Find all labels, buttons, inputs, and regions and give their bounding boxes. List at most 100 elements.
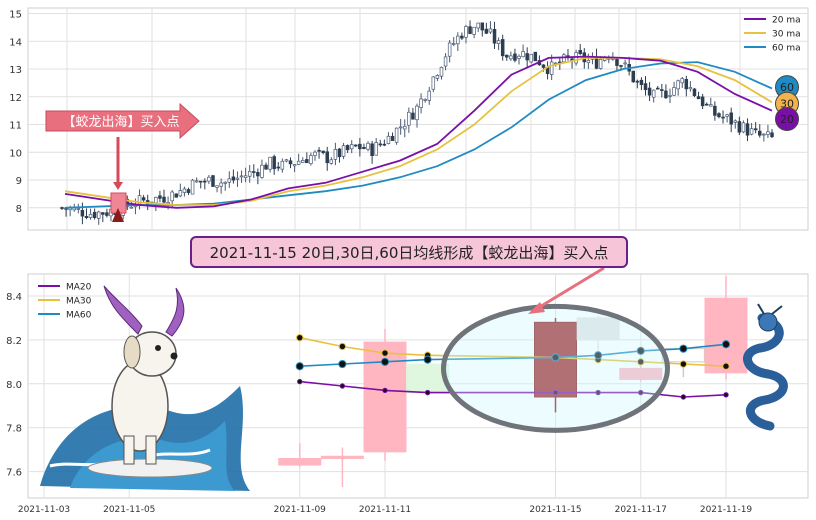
- top-candle-body: [211, 175, 215, 187]
- top-candle-body: [141, 197, 146, 201]
- dog-ear: [123, 335, 141, 369]
- highlight-ellipse: [441, 303, 670, 433]
- bottom-ma30-point: [722, 362, 730, 370]
- top-candle-body: [709, 104, 713, 107]
- top-candle-body: [84, 216, 89, 219]
- bottom-candle-body: [278, 457, 322, 466]
- top-candle-body: [341, 145, 346, 157]
- top-candle-body: [386, 135, 391, 144]
- bottom-zoom-panel: 2021-11-03 2021-11-05 2021-11-09 2021-11-11…: [6, 266, 809, 515]
- top-candle-body: [533, 51, 538, 62]
- bottom-ytick-label: 8.0: [6, 380, 22, 391]
- top-candle-body: [684, 79, 689, 90]
- top-candle-body: [758, 130, 762, 136]
- bottom-ma30-point: [296, 333, 304, 342]
- top-candle-body: [92, 211, 97, 218]
- bottom-ma20-point: [680, 394, 687, 400]
- top-candle-body: [525, 53, 529, 61]
- bottom-ma60-point: [594, 351, 603, 360]
- top-candle-body: [215, 185, 219, 188]
- top-candle-body: [725, 114, 729, 117]
- top-candle-body: [194, 180, 199, 183]
- buy-signal-callout: 2021-11-15 20日,30日,60日均线形成【蛟龙出海】买入点: [190, 236, 628, 268]
- top-candle-body: [688, 87, 693, 90]
- bottom-ma60-point: [380, 357, 390, 366]
- top-candle-body: [313, 151, 317, 156]
- top-candle-body: [639, 79, 644, 86]
- top-candle-body: [345, 145, 350, 151]
- top-candle-body: [333, 148, 338, 160]
- top-candle-body: [513, 53, 517, 61]
- bottom-ma20-point: [424, 389, 431, 396]
- top-candle-body: [374, 142, 378, 156]
- top-candle-body: [174, 193, 179, 198]
- top-candle-body: [256, 172, 260, 177]
- top-candle-body: [186, 189, 191, 193]
- bottom-ma60-point: [636, 346, 645, 355]
- top-candle-body: [288, 160, 293, 165]
- top-ma30-line: [64, 57, 773, 206]
- top-legend-label: 60 ma: [772, 44, 801, 54]
- ma-badge-label: 60: [780, 81, 794, 94]
- top-candle-body: [427, 90, 431, 101]
- dragon-head: [758, 312, 778, 332]
- top-candle-body: [615, 59, 619, 66]
- top-candle-body: [643, 83, 648, 90]
- top-candle-body: [370, 143, 374, 157]
- bottom-ma20-point: [638, 389, 644, 396]
- bottom-legend: MA20 MA30 MA60: [38, 283, 92, 321]
- bottom-ytick-label: 8.4: [6, 292, 22, 303]
- top-candle-body: [96, 211, 101, 219]
- top-candle-body: [623, 62, 627, 65]
- top-candle-body: [770, 132, 774, 138]
- bottom-ma30-point: [381, 349, 389, 357]
- dog-leg: [123, 435, 135, 465]
- ma-badge-20: [775, 107, 799, 131]
- top-ma20-line: [64, 55, 773, 209]
- top-candle-body: [280, 160, 285, 170]
- bottom-ma30-point: [637, 358, 645, 366]
- top-candle-body: [158, 195, 162, 199]
- top-candle-body: [154, 196, 158, 204]
- top-candle-body: [190, 179, 195, 195]
- top-ytick-label: 11: [9, 121, 22, 132]
- top-candle-body: [129, 206, 134, 209]
- top-candle-body: [415, 105, 419, 121]
- top-candle-body: [431, 76, 436, 90]
- buy-label-text: 【蛟龙出海】买入点: [62, 115, 179, 130]
- top-candle-body: [419, 98, 423, 108]
- top-candle-body: [562, 54, 566, 63]
- top-candle-body: [398, 126, 403, 129]
- top-candle-body: [664, 90, 668, 99]
- top-price-panel: 8 9 10 11 12 13 14 15 20 ma 30 ma 60 ma 60 30 20 【蛟龙出海…: [9, 7, 809, 231]
- bottom-ma30-point: [679, 360, 688, 368]
- top-candle-body: [729, 112, 733, 125]
- top-candle-body: [680, 78, 684, 84]
- highlight-pointer-head: [528, 302, 545, 314]
- top-candle-body: [762, 133, 766, 136]
- top-candle-body: [717, 113, 721, 118]
- buy-pointer-head: [113, 182, 123, 190]
- surfing-dog-illustration: [40, 285, 250, 491]
- dog-horn: [103, 285, 143, 335]
- top-candle-body: [447, 42, 452, 57]
- top-candle-body: [268, 156, 272, 170]
- top-candle-body: [382, 143, 387, 146]
- top-candle-body: [162, 196, 166, 203]
- dragon-illustration: [743, 303, 788, 431]
- top-legend: 20 ma 30 ma 60 ma: [744, 16, 801, 54]
- top-candle-body: [207, 176, 211, 182]
- top-candle-body: [390, 135, 395, 141]
- bottom-ytick-label: 7.8: [6, 424, 22, 435]
- bottom-candle-body: [704, 297, 748, 374]
- bottom-ytick-label: 8.2: [6, 336, 22, 347]
- dog-horn: [165, 287, 185, 337]
- top-legend-label: 20 ma: [772, 16, 801, 26]
- top-candle-body: [231, 176, 236, 181]
- top-candle-body: [411, 112, 415, 120]
- top-candle-body: [696, 96, 701, 100]
- top-candle-body: [170, 191, 174, 202]
- bottom-ma60-point: [423, 355, 432, 364]
- top-candle-body: [439, 66, 444, 77]
- top-ytick-label: 15: [9, 10, 22, 21]
